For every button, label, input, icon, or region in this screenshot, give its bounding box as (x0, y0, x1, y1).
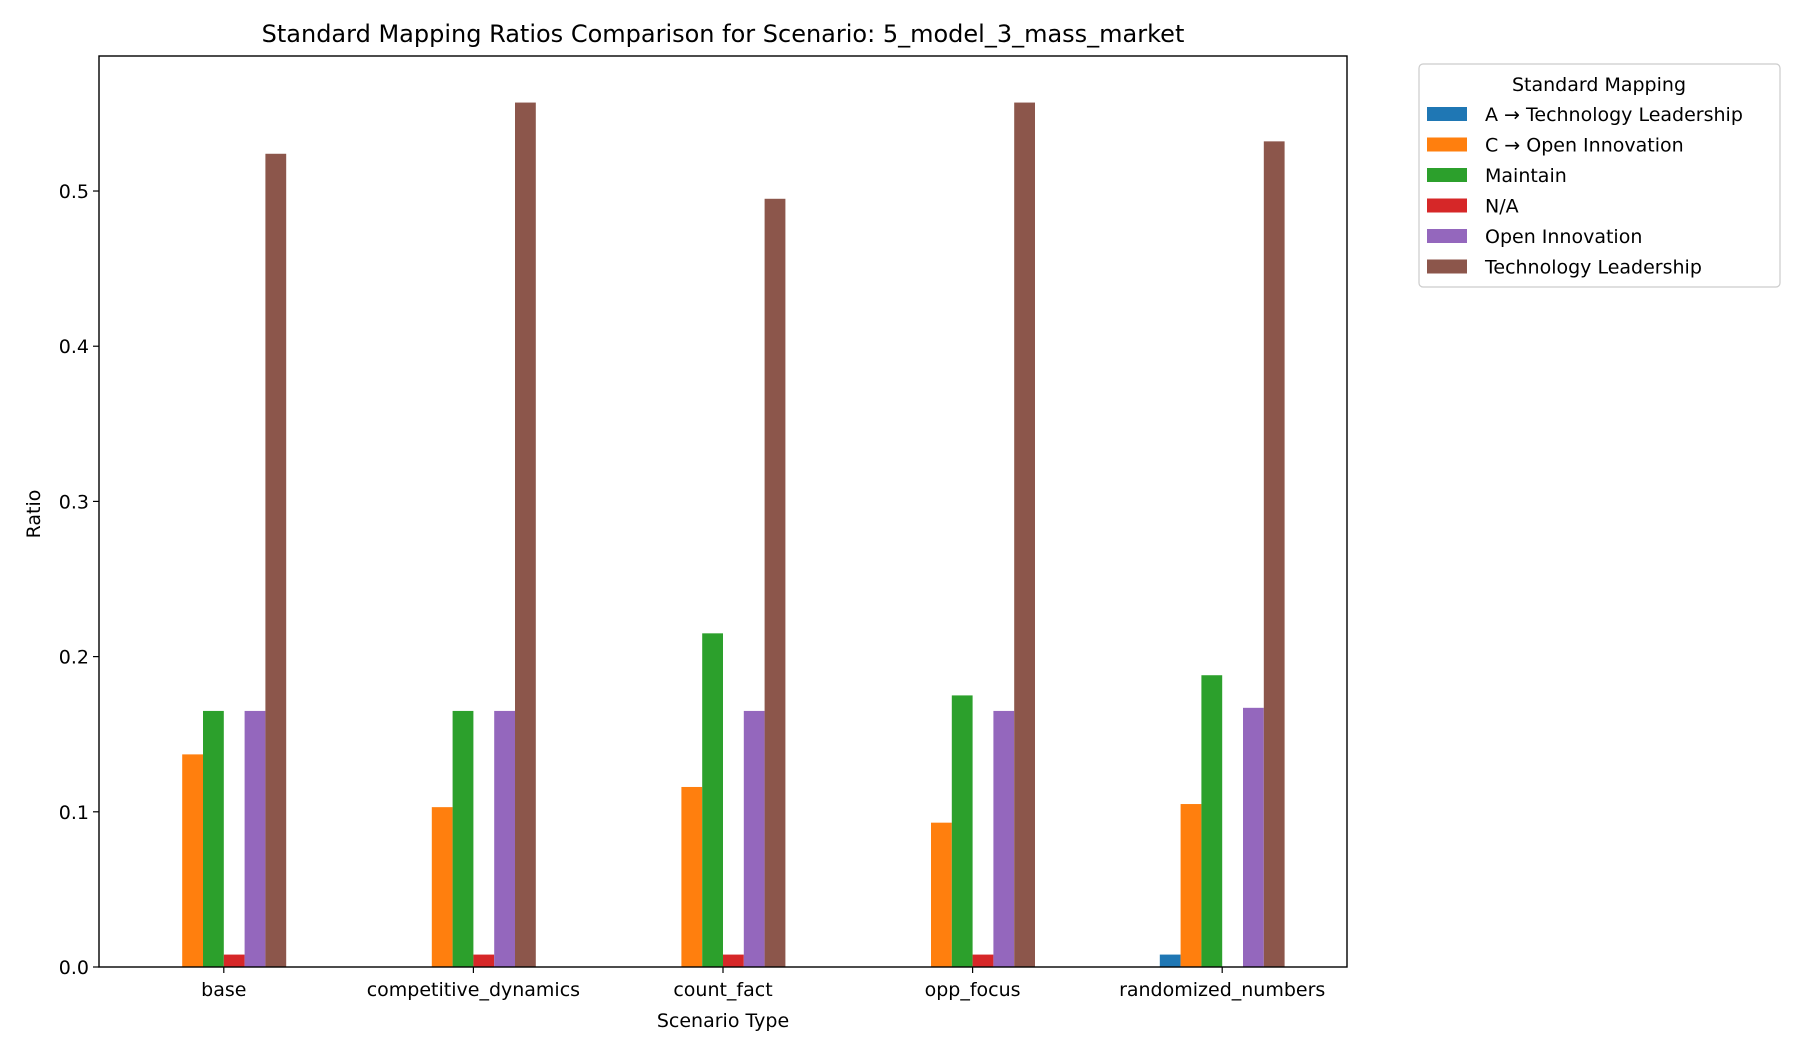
legend-label: N/A (1485, 196, 1519, 218)
bar (951, 695, 973, 967)
x-tick-label: base (201, 979, 246, 1001)
bar (1014, 102, 1035, 967)
legend-frame (1418, 63, 1781, 288)
bar (764, 198, 786, 967)
y-tick-label: 0.0 (59, 957, 89, 979)
bar (244, 710, 266, 967)
y-tick-label: 0.2 (59, 647, 89, 669)
x-tick-label: opp_focus (925, 979, 1021, 1001)
bar (743, 710, 765, 967)
y-tick-label: 0.5 (59, 181, 89, 203)
legend-title: Standard Mapping (1512, 74, 1686, 96)
legend-swatch (1427, 229, 1467, 243)
legend-swatch (1427, 198, 1467, 213)
x-tick-label: randomized_numbers (1119, 979, 1325, 1001)
y-tick-label: 0.1 (59, 802, 89, 824)
bar (1159, 954, 1181, 967)
legend-label: C → Open Innovation (1485, 135, 1684, 157)
y-tick-label: 0.3 (59, 491, 89, 513)
bar (265, 153, 287, 967)
bar (972, 954, 994, 967)
bar (993, 710, 1015, 967)
legend-items: A → Technology Leadership C → Open Innova… (1427, 104, 1743, 279)
legend-swatch (1427, 168, 1467, 182)
legend-label: Technology Leadership (1484, 257, 1702, 279)
legend-swatch (1427, 259, 1467, 274)
bar (1180, 804, 1202, 967)
x-axis-label: Scenario Type (657, 1010, 789, 1032)
y-tick-label: 0.4 (59, 336, 89, 358)
bar (515, 102, 536, 967)
bar (1263, 141, 1285, 968)
bar (223, 954, 245, 967)
legend-label: Maintain (1485, 165, 1567, 187)
bar (431, 807, 453, 967)
legend-swatch (1427, 107, 1467, 121)
legend: Standard Mapping A → Technology Leadersh… (1418, 63, 1781, 288)
bar (1243, 707, 1264, 967)
bar (1201, 675, 1223, 967)
bar (452, 710, 474, 967)
y-axis-label: Ratio (23, 490, 45, 539)
legend-swatch (1427, 137, 1467, 152)
bar (723, 954, 744, 967)
bar (203, 710, 224, 967)
bar (473, 954, 495, 967)
bar (494, 710, 515, 967)
bar (931, 822, 952, 967)
x-tick-label: count_fact (673, 979, 772, 1001)
chart-title: Standard Mapping Ratios Comparison for S… (262, 20, 1185, 48)
bar (681, 786, 703, 967)
x-tick-label: competitive_dynamics (367, 979, 580, 1001)
plot-area: 0.0 0.1 0.2 0.3 0.4 0.5 base competitive_dynami… (59, 55, 1348, 1001)
legend-label: A → Technology Leadership (1485, 104, 1743, 126)
bar (702, 633, 723, 967)
legend-label: Open Innovation (1485, 226, 1642, 248)
bar (182, 754, 203, 967)
